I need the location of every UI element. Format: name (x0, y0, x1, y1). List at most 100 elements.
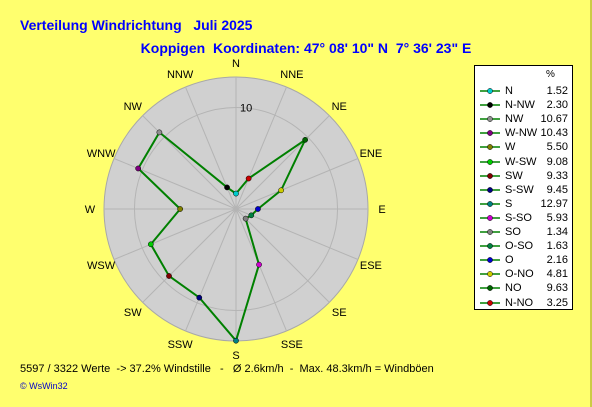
legend-row-s-sw: S-SW 9.45 (475, 183, 574, 197)
legend-row-w-sw: W-SW 9.08 (475, 155, 574, 169)
legend-value: 10.67 (540, 113, 568, 126)
legend-value: 1.34 (546, 226, 568, 238)
legend-value: 9.63 (546, 282, 568, 295)
legend-label: N (505, 85, 513, 97)
legend-value: 4.81 (546, 268, 568, 281)
data-point-nne (245, 175, 252, 182)
spoke-ese (235, 208, 359, 260)
direction-label-sse: SSE (281, 339, 303, 351)
legend-value: 9.08 (546, 155, 568, 168)
legend-swatch (480, 144, 500, 151)
legend-swatch (480, 116, 500, 123)
legend-swatch (480, 271, 500, 278)
legend-label: SW (505, 169, 523, 182)
direction-label-wsw: WSW (87, 260, 116, 272)
copyright-label: © WsWin32 (20, 381, 68, 391)
legend-swatch (480, 102, 500, 108)
legend-value: 2.16 (546, 254, 568, 267)
direction-label-nne: NNE (280, 69, 303, 81)
legend-row-o-so: O-SO 1.63 (475, 239, 574, 253)
legend-row-n-nw: N-NW 2.30 (475, 98, 574, 112)
direction-label-nw: NW (124, 101, 143, 113)
legend: % N 1.52 N-NW 2.30 NW 10.67 W-NW 10.43 W 5.50 W-SW… (474, 65, 573, 310)
spoke-ene (235, 158, 359, 210)
legend-swatch (480, 215, 500, 221)
direction-label-ene: ENE (360, 148, 383, 160)
data-point-n (233, 190, 239, 197)
legend-swatch (480, 229, 500, 235)
data-point-e (255, 206, 261, 212)
direction-label-e: E (378, 204, 385, 216)
legend-label: O (505, 254, 514, 267)
legend-label: NO (505, 282, 522, 295)
chart-title: Verteilung Windrichtung Juli 2025 (20, 17, 253, 33)
legend-row-so: SO 1.34 (475, 225, 574, 239)
spoke-sse (235, 208, 287, 332)
legend-value: 5.93 (546, 211, 568, 224)
data-point-nnw (224, 184, 230, 191)
legend-swatch (480, 257, 500, 264)
direction-label-ne: NE (332, 101, 347, 113)
legend-swatch (480, 172, 500, 179)
data-point-ese (248, 212, 255, 219)
direction-label-w: W (85, 204, 96, 216)
legend-row-w: W 5.50 (475, 140, 574, 154)
legend-swatch (480, 243, 500, 249)
direction-label-ssw: SSW (168, 339, 194, 351)
legend-header: % (546, 69, 555, 80)
spoke-se (235, 208, 330, 303)
legend-swatch (480, 158, 500, 165)
data-point-sse (256, 261, 262, 268)
footer-stats: 5597 / 3322 Werte -> 37.2% Windstille - … (20, 363, 434, 375)
legend-value: 12.97 (540, 197, 568, 210)
data-point-s (233, 337, 239, 344)
legend-swatch (480, 200, 500, 207)
legend-label: S-SO (505, 211, 532, 224)
legend-row-s-so: S-SO 5.93 (475, 211, 574, 225)
legend-swatch (480, 299, 500, 306)
legend-swatch (480, 130, 500, 137)
legend-value: 9.33 (546, 169, 568, 182)
legend-label: N-NO (505, 296, 534, 309)
legend-swatch (480, 285, 500, 292)
legend-label: S (505, 197, 513, 210)
legend-swatch (480, 186, 500, 193)
direction-label-se: SE (332, 307, 347, 319)
data-point-ssw (196, 294, 203, 301)
direction-label-wnw: WNW (87, 148, 116, 160)
spoke-ne (235, 115, 330, 210)
legend-label: S-SW (505, 183, 534, 196)
data-point-wsw (147, 241, 154, 248)
legend-label: W-SW (505, 155, 537, 168)
legend-row-sw: SW 9.33 (475, 169, 574, 183)
data-point-ene (278, 187, 284, 194)
legend-row-nw: NW 10.67 (475, 112, 574, 126)
legend-row-s: S 12.97 (475, 197, 574, 211)
legend-row-o-no: O-NO 4.81 (475, 267, 574, 281)
legend-value: 5.50 (546, 141, 568, 154)
legend-value: 3.25 (546, 296, 568, 309)
data-point-se (242, 215, 249, 222)
legend-row-n-no: N-NO 3.25 (475, 296, 574, 310)
data-point-sw (166, 273, 172, 279)
legend-label: W-NW (505, 127, 538, 140)
data-point-w (177, 206, 184, 212)
legend-value: 1.52 (546, 85, 568, 97)
data-point-ne (302, 137, 308, 143)
legend-row-no: NO 9.63 (475, 281, 574, 295)
legend-row-w-nw: W-NW 10.43 (475, 126, 574, 140)
spoke-nne (235, 86, 287, 210)
legend-swatch (480, 88, 500, 94)
direction-label-sw: SW (124, 307, 142, 319)
spoke-ssw (185, 208, 237, 332)
legend-row-o: O 2.16 (475, 253, 574, 267)
legend-row-n: N 1.52 (475, 84, 574, 98)
legend-label: SO (505, 226, 521, 238)
direction-label-n: N (232, 58, 240, 70)
legend-value: 1.63 (546, 240, 568, 253)
ring-label: 10 (240, 102, 252, 114)
direction-label-s: S (232, 350, 239, 362)
legend-value: 2.30 (546, 99, 568, 112)
